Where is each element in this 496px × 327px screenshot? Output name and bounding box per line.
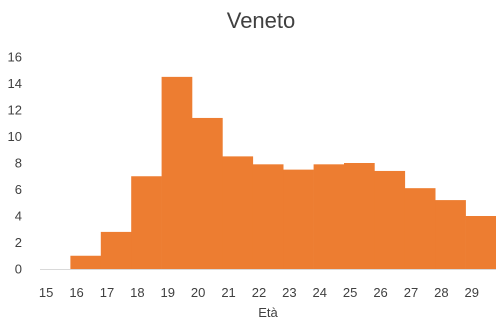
x-tick-label: 24 [313, 285, 327, 300]
x-axis-label: Età [258, 305, 278, 320]
bar [404, 188, 436, 269]
x-tick-label: 23 [282, 285, 296, 300]
y-tick-label: 8 [15, 156, 22, 171]
bar [344, 163, 375, 269]
y-tick-label: 16 [8, 50, 22, 65]
x-tick-label: 18 [130, 285, 144, 300]
y-axis-ticks: 0 2 4 6 8 10 12 14 16 [8, 50, 22, 277]
x-axis-ticks: 15 16 17 18 19 20 21 22 23 24 25 26 27 28 29 [39, 285, 479, 300]
bar [252, 164, 284, 269]
bar [100, 231, 132, 269]
x-tick-label: 25 [343, 285, 357, 300]
bar [131, 176, 162, 269]
x-tick-label: 19 [161, 285, 175, 300]
x-tick-label: 27 [404, 285, 418, 300]
bar [192, 117, 223, 269]
bar [161, 76, 193, 269]
x-tick-label: 26 [373, 285, 387, 300]
chart-title: Veneto [227, 8, 296, 33]
y-tick-label: 2 [15, 235, 22, 250]
x-tick-label: 22 [252, 285, 266, 300]
bar [435, 200, 466, 269]
bars-group [70, 76, 496, 269]
x-tick-label: 17 [100, 285, 114, 300]
x-tick-label: 15 [39, 285, 53, 300]
bar [313, 164, 345, 269]
y-tick-label: 0 [15, 262, 22, 277]
bar [283, 169, 314, 269]
bar [465, 216, 496, 269]
bar [222, 156, 254, 269]
x-tick-label: 28 [434, 285, 448, 300]
y-tick-label: 14 [8, 76, 22, 91]
bar [70, 255, 102, 269]
x-tick-label: 16 [69, 285, 83, 300]
x-tick-label: 21 [221, 285, 235, 300]
y-tick-label: 10 [8, 129, 22, 144]
x-tick-label: 29 [465, 285, 479, 300]
y-tick-label: 4 [15, 209, 22, 224]
x-tick-label: 20 [191, 285, 205, 300]
bar [374, 170, 406, 269]
y-tick-label: 12 [8, 103, 22, 118]
y-tick-label: 6 [15, 182, 22, 197]
